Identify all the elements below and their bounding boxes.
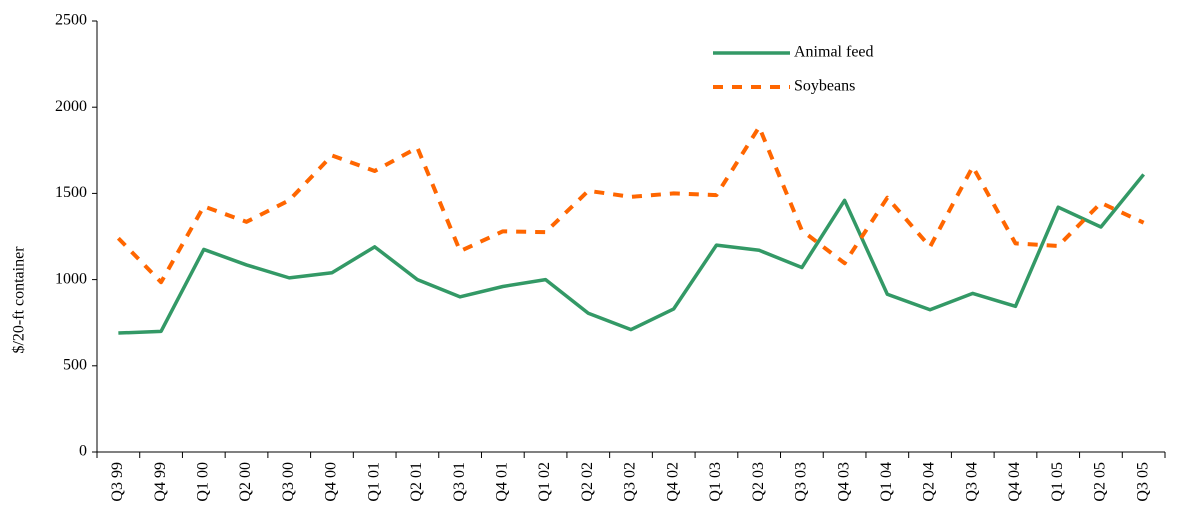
legend-label: Animal feed bbox=[794, 44, 874, 61]
x-tick-label: Q2 03 bbox=[750, 462, 767, 502]
x-tick-label: Q2 00 bbox=[237, 462, 254, 502]
legend-label: Soybeans bbox=[794, 78, 855, 95]
x-tick-label: Q2 04 bbox=[921, 462, 938, 502]
x-tick-label: Q4 02 bbox=[664, 462, 681, 502]
y-axis-label: $/20-ft container bbox=[11, 246, 28, 354]
x-tick-label: Q2 01 bbox=[408, 462, 425, 502]
x-tick-label: Q1 01 bbox=[365, 462, 382, 502]
x-tick-label: Q3 04 bbox=[963, 462, 980, 502]
x-tick-label: Q4 03 bbox=[835, 462, 852, 502]
x-tick-label: Q3 00 bbox=[280, 462, 297, 502]
x-tick-label: Q3 03 bbox=[793, 462, 810, 502]
series-line bbox=[118, 173, 1145, 335]
y-tick-label: 0 bbox=[79, 443, 87, 460]
x-tick-label: Q1 03 bbox=[707, 462, 724, 502]
x-tick-label: Q3 99 bbox=[109, 462, 126, 502]
y-tick-label: 500 bbox=[63, 356, 87, 373]
x-tick-label: Q4 00 bbox=[323, 462, 340, 502]
x-tick-label: Q3 01 bbox=[451, 462, 468, 502]
x-tick-label: Q4 01 bbox=[494, 462, 511, 502]
x-tick-label: Q3 02 bbox=[622, 462, 639, 502]
x-tick-label: Q4 99 bbox=[152, 462, 169, 502]
x-tick-label: Q1 05 bbox=[1049, 462, 1066, 502]
x-tick-label: Q1 00 bbox=[194, 462, 211, 502]
x-tick-label: Q3 05 bbox=[1134, 462, 1151, 502]
x-tick-label: Q1 04 bbox=[878, 462, 895, 502]
y-tick-label: 2000 bbox=[55, 98, 87, 115]
y-tick-label: 1000 bbox=[55, 270, 87, 287]
y-tick-label: 2500 bbox=[55, 12, 87, 29]
x-tick-label: Q4 04 bbox=[1006, 462, 1023, 502]
series-line bbox=[116, 125, 1145, 285]
x-tick-label: Q2 02 bbox=[579, 462, 596, 502]
x-tick-label: Q2 05 bbox=[1092, 462, 1109, 502]
y-tick-label: 1500 bbox=[55, 184, 87, 201]
x-tick-label: Q1 02 bbox=[536, 462, 553, 502]
